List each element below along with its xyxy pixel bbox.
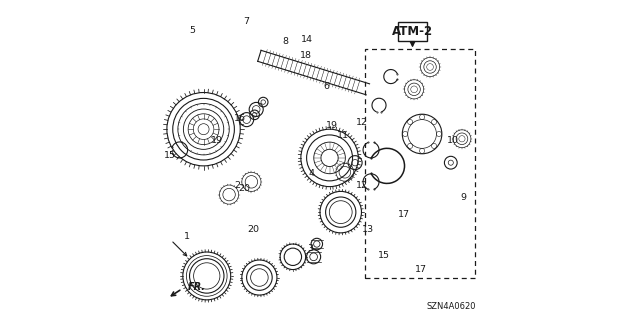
Text: 7: 7 [244,17,250,26]
Text: 5: 5 [189,26,195,35]
Text: ATM-2: ATM-2 [392,25,433,38]
Text: FR.: FR. [188,282,205,292]
Text: 17: 17 [415,265,426,274]
Bar [365,49,475,278]
Bar [398,22,427,41]
Text: 20: 20 [238,184,250,193]
Text: 10: 10 [447,136,460,145]
Text: 4: 4 [308,169,314,178]
Text: 12: 12 [355,181,367,189]
Text: 6: 6 [323,82,330,91]
Text: SZN4A0620: SZN4A0620 [427,302,476,311]
Text: 19: 19 [211,136,223,145]
Text: 17: 17 [397,210,410,219]
Text: 16: 16 [234,114,246,122]
Text: 2: 2 [235,181,241,189]
Text: 13: 13 [362,225,374,234]
Text: 12: 12 [355,118,367,127]
Text: 8: 8 [282,37,288,46]
Text: 20: 20 [247,225,259,234]
Text: 14: 14 [301,35,312,44]
Text: 3: 3 [307,244,313,253]
Text: 1: 1 [184,232,190,241]
Text: 19: 19 [326,121,338,130]
Text: 15: 15 [163,151,175,160]
Text: 18: 18 [300,51,312,60]
Text: 9: 9 [461,193,467,202]
Text: 11: 11 [337,131,349,140]
Text: 15: 15 [378,251,390,260]
